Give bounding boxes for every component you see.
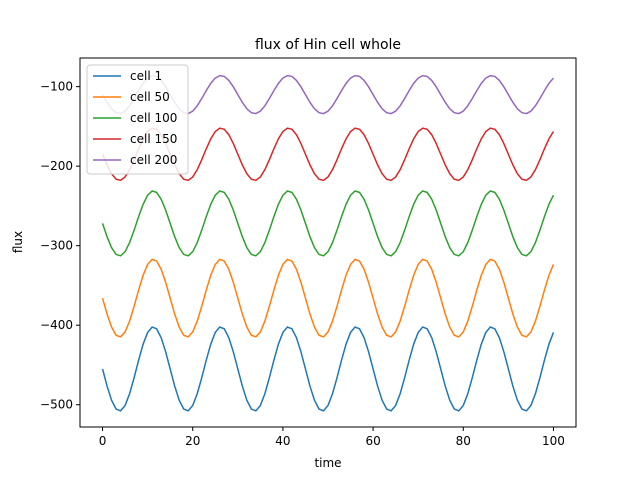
- x-tick-label: 20: [185, 434, 200, 448]
- legend-box: [86, 64, 189, 175]
- x-axis-label: time: [314, 456, 341, 470]
- legend-label-4: cell 150: [130, 132, 177, 146]
- y-tick-label: −500: [40, 398, 73, 412]
- legend-label-5: cell 200: [130, 153, 177, 167]
- legend-label-1: cell 1: [130, 69, 162, 83]
- x-tick-label: 80: [456, 434, 471, 448]
- y-tick-label: −200: [40, 159, 73, 173]
- series-line-3: [101, 190, 555, 257]
- series-line-2: [101, 258, 555, 338]
- x-axis-ticks: 0 20 40 60 80 100: [99, 427, 565, 448]
- axes-frame: [79, 57, 577, 428]
- chart-title: flux of Hin cell whole: [255, 37, 401, 53]
- y-tick-label: −100: [40, 80, 73, 94]
- y-axis-label: flux: [11, 231, 25, 253]
- y-axis-ticks: −500 −400 −300 −200 −100: [40, 80, 80, 412]
- legend-label-2: cell 50: [130, 90, 170, 104]
- y-tick-label: −400: [40, 318, 73, 332]
- legend: cell 1 cell 50 cell 100 cell 150 cell 200: [86, 64, 189, 175]
- x-tick-label: 0: [99, 434, 107, 448]
- x-tick-label: 40: [275, 434, 290, 448]
- y-tick-label: −300: [40, 239, 73, 253]
- x-tick-label: 100: [542, 434, 565, 448]
- series-line-1: [101, 326, 555, 412]
- legend-label-3: cell 100: [130, 111, 177, 125]
- x-tick-label: 60: [365, 434, 380, 448]
